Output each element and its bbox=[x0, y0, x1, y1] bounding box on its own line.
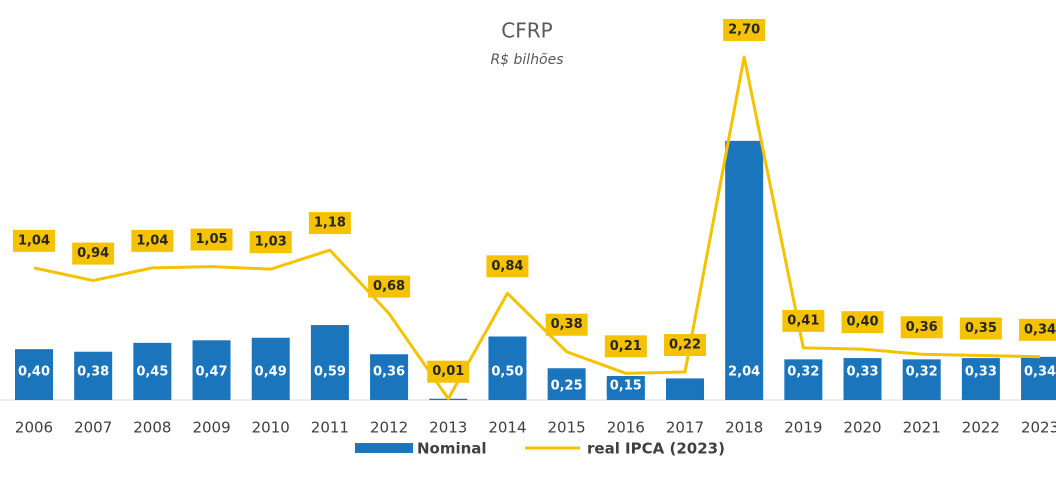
label-box bbox=[190, 228, 233, 251]
x-tick-label: 2014 bbox=[488, 419, 526, 437]
bar-label: 2,04 bbox=[728, 365, 760, 380]
bar bbox=[15, 349, 53, 400]
label-box bbox=[606, 376, 645, 396]
bar-label: 0,50 bbox=[491, 365, 523, 380]
label-box bbox=[782, 309, 825, 332]
bar-label: 0,36 bbox=[373, 365, 405, 380]
bar-label: 0,38 bbox=[77, 365, 109, 380]
bar bbox=[1021, 356, 1056, 400]
bar bbox=[902, 359, 941, 400]
legend-swatch bbox=[355, 443, 413, 453]
label-box bbox=[841, 311, 884, 334]
chart-title: CFRP bbox=[501, 19, 552, 43]
bar-label: 0,47 bbox=[196, 365, 228, 380]
bar bbox=[74, 351, 113, 400]
x-tick-label: 2012 bbox=[370, 419, 408, 437]
bar-label: 0,40 bbox=[18, 365, 50, 380]
label-box bbox=[368, 275, 411, 298]
label-box bbox=[427, 360, 470, 383]
bar bbox=[370, 354, 409, 400]
bar-label: 0,32 bbox=[906, 365, 938, 380]
x-tick-label: 2006 bbox=[15, 419, 53, 437]
line-label: 0,38 bbox=[551, 317, 583, 332]
label-box bbox=[72, 242, 115, 265]
x-tick-label: 2021 bbox=[903, 419, 941, 437]
line-label: 1,04 bbox=[136, 233, 168, 248]
chart-subtitle: R$ bilhões bbox=[490, 52, 563, 68]
line-label: 0,68 bbox=[373, 279, 405, 294]
label-box bbox=[1019, 318, 1056, 341]
bar bbox=[133, 342, 172, 400]
bar bbox=[251, 337, 290, 400]
x-tick-label: 2010 bbox=[252, 419, 290, 437]
x-tick-label: 2019 bbox=[784, 419, 822, 437]
bar bbox=[961, 358, 1000, 400]
bar bbox=[843, 358, 882, 400]
line-label: 1,04 bbox=[18, 233, 50, 248]
x-tick-label: 2011 bbox=[311, 419, 349, 437]
x-tick-label: 2023 bbox=[1021, 419, 1056, 437]
line-label: 0,21 bbox=[610, 339, 642, 354]
line-label: 1,18 bbox=[314, 216, 346, 231]
line-label: 0,40 bbox=[846, 315, 878, 330]
line-label: 0,41 bbox=[787, 313, 819, 328]
label-box bbox=[663, 334, 706, 357]
line bbox=[33, 55, 1041, 401]
bar-label: 0,32 bbox=[787, 365, 819, 380]
x-tick-label: 2013 bbox=[429, 419, 467, 437]
bar bbox=[192, 340, 231, 400]
line-label: 0,34 bbox=[1024, 322, 1056, 337]
label-box bbox=[604, 335, 647, 358]
bar-label: 0,25 bbox=[551, 379, 583, 394]
line-label: 0,84 bbox=[491, 259, 523, 274]
x-tick-label: 2017 bbox=[666, 419, 704, 437]
legend-label: Nominal bbox=[417, 440, 487, 458]
x-tick-label: 2022 bbox=[962, 419, 1000, 437]
label-box bbox=[486, 255, 529, 278]
x-tick-label: 2009 bbox=[192, 419, 230, 437]
bar bbox=[665, 378, 704, 400]
line-label: 1,05 bbox=[196, 232, 228, 247]
label-box bbox=[900, 316, 943, 339]
label-box bbox=[13, 229, 55, 252]
label-box bbox=[959, 317, 1002, 340]
label-box bbox=[249, 231, 292, 254]
bar-label: 0,45 bbox=[136, 365, 168, 380]
line-label: 0,36 bbox=[906, 320, 938, 335]
label-box bbox=[131, 229, 174, 252]
bar-label: 0,59 bbox=[314, 365, 346, 380]
line-label: 1,03 bbox=[255, 235, 287, 250]
line-label: 0,01 bbox=[432, 364, 464, 379]
bar bbox=[547, 368, 586, 400]
x-tick-label: 2008 bbox=[133, 419, 171, 437]
bar-label: 0,33 bbox=[965, 365, 997, 380]
x-tick-label: 2020 bbox=[843, 419, 881, 437]
line-label: 0,94 bbox=[77, 246, 109, 261]
x-tick-label: 2016 bbox=[607, 419, 645, 437]
x-tick-label: 2007 bbox=[74, 419, 112, 437]
x-tick-label: 2018 bbox=[725, 419, 763, 437]
x-tick-label: 2015 bbox=[548, 419, 586, 437]
label-box bbox=[723, 19, 766, 41]
bar bbox=[488, 336, 527, 400]
legend-label: real IPCA (2023) bbox=[587, 440, 725, 458]
bar-label: 0,34 bbox=[1024, 365, 1056, 380]
label-box bbox=[308, 212, 351, 235]
bar-label: 0,49 bbox=[255, 365, 287, 380]
label-box bbox=[545, 313, 588, 336]
line-label: 2,70 bbox=[728, 23, 760, 38]
bar bbox=[310, 325, 349, 400]
line-label: 0,22 bbox=[669, 338, 701, 353]
bar bbox=[784, 359, 823, 400]
bar-label: 0,33 bbox=[846, 365, 878, 380]
line-label: 0,35 bbox=[965, 321, 997, 336]
bar-label: 0,15 bbox=[610, 379, 642, 394]
bar bbox=[725, 140, 764, 400]
